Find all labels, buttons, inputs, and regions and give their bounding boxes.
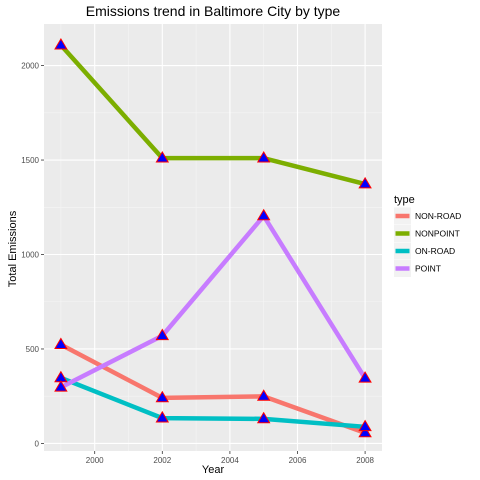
marker-nonpoint-2005 [256, 150, 271, 163]
y-tick-label-500: 500 [26, 345, 40, 354]
marker-nonpoint-2008 [358, 176, 372, 189]
chart-title: Emissions trend in Baltimore City by typ… [86, 3, 341, 19]
major-gridlines [44, 24, 382, 451]
marker-on-road-2005 [256, 411, 271, 424]
series-line-non-road [59, 342, 366, 435]
y-axis-title: Total Emissions [7, 210, 19, 287]
marker-point-2005 [256, 208, 271, 221]
legend-label-on-road: ON-ROAD [415, 246, 455, 256]
series-line-nonpoint [59, 43, 366, 187]
series-markers [54, 37, 372, 438]
series-line-point [59, 213, 368, 390]
legend-label-nonpoint: NONPOINT [415, 229, 460, 239]
legend-label-non-road: NON-ROAD [415, 211, 461, 221]
x-axis: 2000 2002 2004 2006 2008 [86, 451, 375, 465]
marker-non-road-2002 [155, 390, 170, 403]
y-tick-label-2000: 2000 [21, 62, 39, 71]
series-line-on-road [60, 375, 366, 430]
legend: type NON-ROAD NONPOINT ON-ROAD POINT [394, 194, 461, 277]
x-axis-title: Year [202, 464, 225, 476]
x-tick-label-2006: 2006 [289, 456, 307, 465]
marker-non-road-2008 [358, 425, 372, 438]
marker-non-road-1999 [54, 337, 68, 349]
marker-on-road-2002 [155, 410, 170, 423]
marker-on-road-2008 [358, 419, 372, 432]
y-axis: 0 500 1000 1500 2000 [21, 62, 44, 448]
x-tick-label-2002: 2002 [153, 456, 171, 465]
marker-nonpoint-2002 [155, 150, 170, 163]
marker-point-2008 [358, 371, 372, 383]
legend-label-point: POINT [415, 264, 441, 274]
series-lines [59, 43, 368, 435]
minor-gridlines [44, 24, 382, 451]
marker-non-road-2005 [256, 389, 271, 401]
x-tick-label-2000: 2000 [86, 456, 104, 465]
x-tick-label-2008: 2008 [356, 456, 374, 465]
legend-title: type [394, 194, 415, 206]
y-tick-label-1500: 1500 [21, 156, 39, 165]
y-tick-label-0: 0 [35, 439, 40, 448]
x-tick-label-2004: 2004 [221, 456, 239, 465]
marker-point-1999 [54, 380, 68, 392]
y-tick-label-1000: 1000 [21, 251, 39, 260]
marker-nonpoint-1999 [54, 37, 68, 50]
marker-point-2002 [155, 328, 170, 341]
plot-panel [44, 24, 382, 451]
